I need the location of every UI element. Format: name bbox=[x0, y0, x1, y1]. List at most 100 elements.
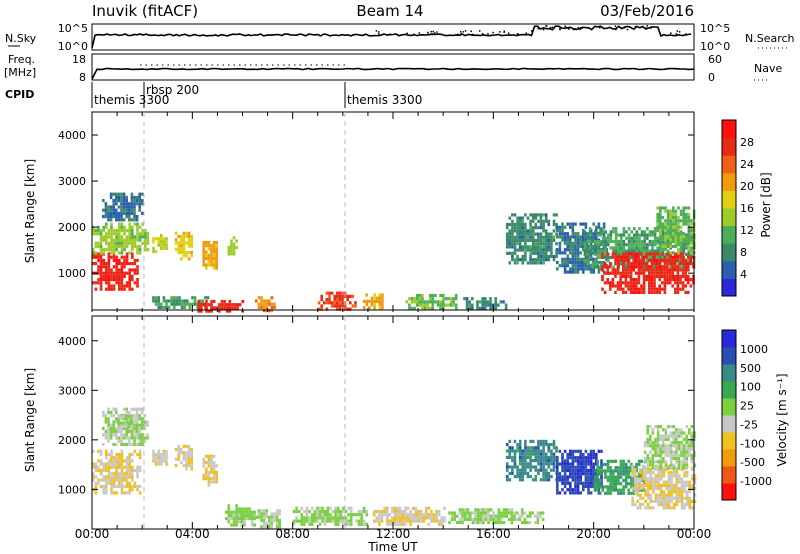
heatmap-cell bbox=[133, 205, 136, 209]
heatmap-cell bbox=[365, 513, 369, 517]
heatmap-cell bbox=[237, 510, 241, 514]
heatmap-cell bbox=[245, 517, 249, 521]
heatmap-cell bbox=[431, 293, 435, 298]
heatmap-cell bbox=[125, 417, 128, 421]
heatmap-cell bbox=[658, 258, 661, 262]
heatmap-cell bbox=[230, 513, 233, 517]
nsearch-dot bbox=[503, 31, 505, 33]
heatmap-cell bbox=[511, 213, 514, 217]
heatmap-cell bbox=[561, 452, 564, 457]
heatmap-cell bbox=[265, 305, 268, 309]
heatmap-cell bbox=[587, 491, 590, 495]
heatmap-cell bbox=[504, 306, 508, 310]
heatmap-cell bbox=[637, 281, 641, 285]
heatmap-cell bbox=[576, 251, 580, 255]
colorbar-segment bbox=[722, 260, 736, 279]
heatmap-cell bbox=[656, 212, 659, 216]
heatmap-cell bbox=[428, 297, 432, 301]
heatmap-cell bbox=[643, 236, 646, 240]
heatmap-cell bbox=[183, 302, 186, 306]
heatmap-cell bbox=[365, 299, 369, 303]
heatmap-cell bbox=[663, 255, 667, 259]
heatmap-cell bbox=[632, 287, 635, 291]
heatmap-cell bbox=[505, 511, 508, 515]
heatmap-cell bbox=[604, 469, 607, 473]
heatmap-cell bbox=[682, 460, 686, 464]
heatmap-cell bbox=[422, 519, 425, 523]
heatmap-cell bbox=[120, 215, 123, 219]
heatmap-cell bbox=[594, 265, 597, 269]
heatmap-cell bbox=[482, 521, 485, 525]
heatmap-cell bbox=[497, 508, 501, 512]
heatmap-cell bbox=[160, 302, 163, 306]
heatmap-cell bbox=[677, 216, 680, 220]
heatmap-cell bbox=[658, 262, 661, 266]
heatmap-cell bbox=[651, 441, 655, 445]
heatmap-cell bbox=[632, 265, 635, 269]
heatmap-cell bbox=[511, 229, 514, 233]
heatmap-cell bbox=[667, 444, 670, 448]
heatmap-cell bbox=[617, 252, 620, 256]
heatmap-cell bbox=[646, 246, 649, 250]
heatmap-cell bbox=[654, 496, 658, 500]
heatmap-cell bbox=[401, 513, 405, 517]
heatmap-cell bbox=[529, 248, 532, 252]
heatmap-cell bbox=[492, 511, 495, 515]
nsearch-dot bbox=[559, 27, 562, 29]
heatmap-cell bbox=[665, 480, 668, 484]
heatmap-cell bbox=[524, 226, 527, 230]
heatmap-cell bbox=[679, 278, 682, 282]
heatmap-cell bbox=[630, 255, 633, 260]
heatmap-cell bbox=[92, 472, 95, 476]
heatmap-cell bbox=[165, 243, 168, 247]
heatmap-cell bbox=[635, 287, 638, 291]
heatmap-cell bbox=[640, 243, 644, 247]
nsearch-dot bbox=[378, 33, 380, 35]
heatmap-cell bbox=[679, 241, 683, 245]
heatmap-cell bbox=[521, 475, 525, 479]
heatmap-cell bbox=[218, 309, 221, 313]
heatmap-cell bbox=[123, 287, 126, 291]
heatmap-cell bbox=[207, 256, 211, 261]
heatmap-cell bbox=[162, 459, 166, 463]
heatmap-cell bbox=[521, 219, 525, 223]
heatmap-cell bbox=[128, 456, 131, 460]
heatmap-cell bbox=[688, 428, 691, 432]
heatmap-cell bbox=[646, 471, 650, 475]
heatmap-cell bbox=[127, 421, 131, 425]
heatmap-cell bbox=[141, 199, 144, 203]
heatmap-cell bbox=[396, 513, 399, 517]
heatmap-cell bbox=[672, 503, 676, 507]
heatmap-cell bbox=[687, 212, 691, 216]
heatmap-cell bbox=[207, 477, 211, 481]
heatmap-cell bbox=[418, 300, 422, 304]
heatmap-cell bbox=[646, 259, 649, 263]
heatmap-cell bbox=[205, 306, 208, 310]
heatmap-cell bbox=[136, 465, 139, 469]
heatmap-cell bbox=[682, 243, 685, 247]
heatmap-cell bbox=[232, 249, 236, 253]
heatmap-cell bbox=[609, 271, 612, 275]
heatmap-cell bbox=[494, 297, 497, 301]
heatmap-cell bbox=[566, 238, 569, 242]
heatmap-cell bbox=[674, 281, 677, 285]
heatmap-cell bbox=[190, 238, 193, 242]
heatmap-cell bbox=[110, 475, 113, 479]
heatmap-cell bbox=[125, 456, 129, 460]
heatmap-cell bbox=[521, 232, 525, 236]
heatmap-cell bbox=[677, 219, 680, 223]
heatmap-cell bbox=[619, 459, 623, 463]
heatmap-cell bbox=[627, 233, 631, 237]
heatmap-cell bbox=[616, 271, 620, 275]
heatmap-cell bbox=[175, 296, 179, 300]
heatmap-cell bbox=[109, 423, 113, 427]
heatmap-cell bbox=[537, 452, 540, 456]
heatmap-cell bbox=[539, 251, 543, 255]
heatmap-cell bbox=[123, 459, 126, 463]
heatmap-cell bbox=[245, 513, 249, 517]
heatmap-cell bbox=[630, 491, 633, 495]
heatmap-cell bbox=[115, 238, 118, 242]
heatmap-cell bbox=[537, 213, 540, 217]
heatmap-cell bbox=[138, 452, 142, 457]
heatmap-cell bbox=[115, 478, 118, 482]
